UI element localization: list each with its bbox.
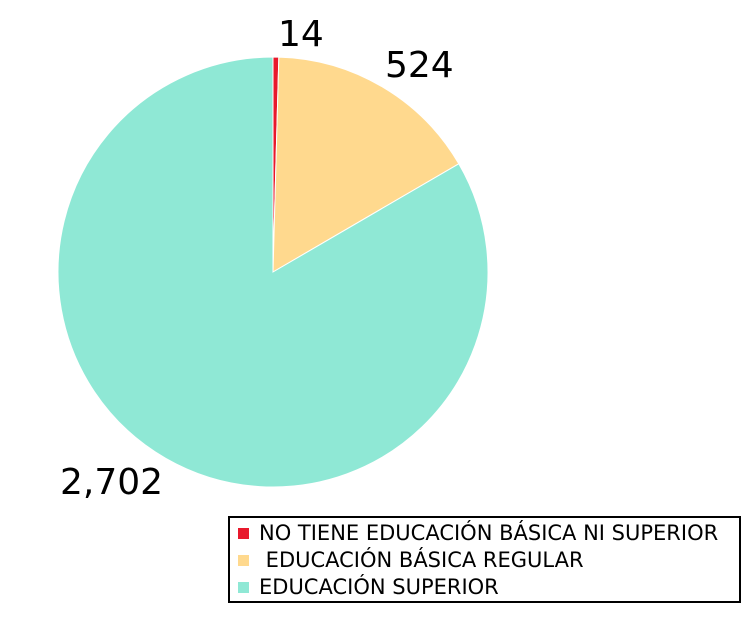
- legend-label: NO TIENE EDUCACIÓN BÁSICA NI SUPERIOR: [259, 521, 719, 545]
- slice-basic-education: [272, 56, 460, 273]
- pie-slices: [57, 56, 489, 488]
- data-label-basic-education: 524: [385, 45, 454, 86]
- legend-item-basic-education: EDUCACIÓN BÁSICA REGULAR: [238, 547, 584, 573]
- legend-item-higher-education: EDUCACIÓN SUPERIOR: [238, 574, 499, 600]
- legend-label: EDUCACIÓN BÁSICA REGULAR: [259, 548, 584, 572]
- legend: NO TIENE EDUCACIÓN BÁSICA NI SUPERIOR ED…: [228, 516, 741, 603]
- data-label-higher-education: 2,702: [60, 462, 163, 503]
- legend-swatch: [238, 527, 249, 539]
- legend-swatch: [238, 581, 249, 593]
- legend-item-no-education: NO TIENE EDUCACIÓN BÁSICA NI SUPERIOR: [238, 520, 718, 546]
- slice-higher-education: [57, 56, 489, 488]
- data-label-no-education: 14: [278, 14, 324, 55]
- legend-swatch: [238, 554, 249, 566]
- legend-label: EDUCACIÓN SUPERIOR: [259, 575, 499, 599]
